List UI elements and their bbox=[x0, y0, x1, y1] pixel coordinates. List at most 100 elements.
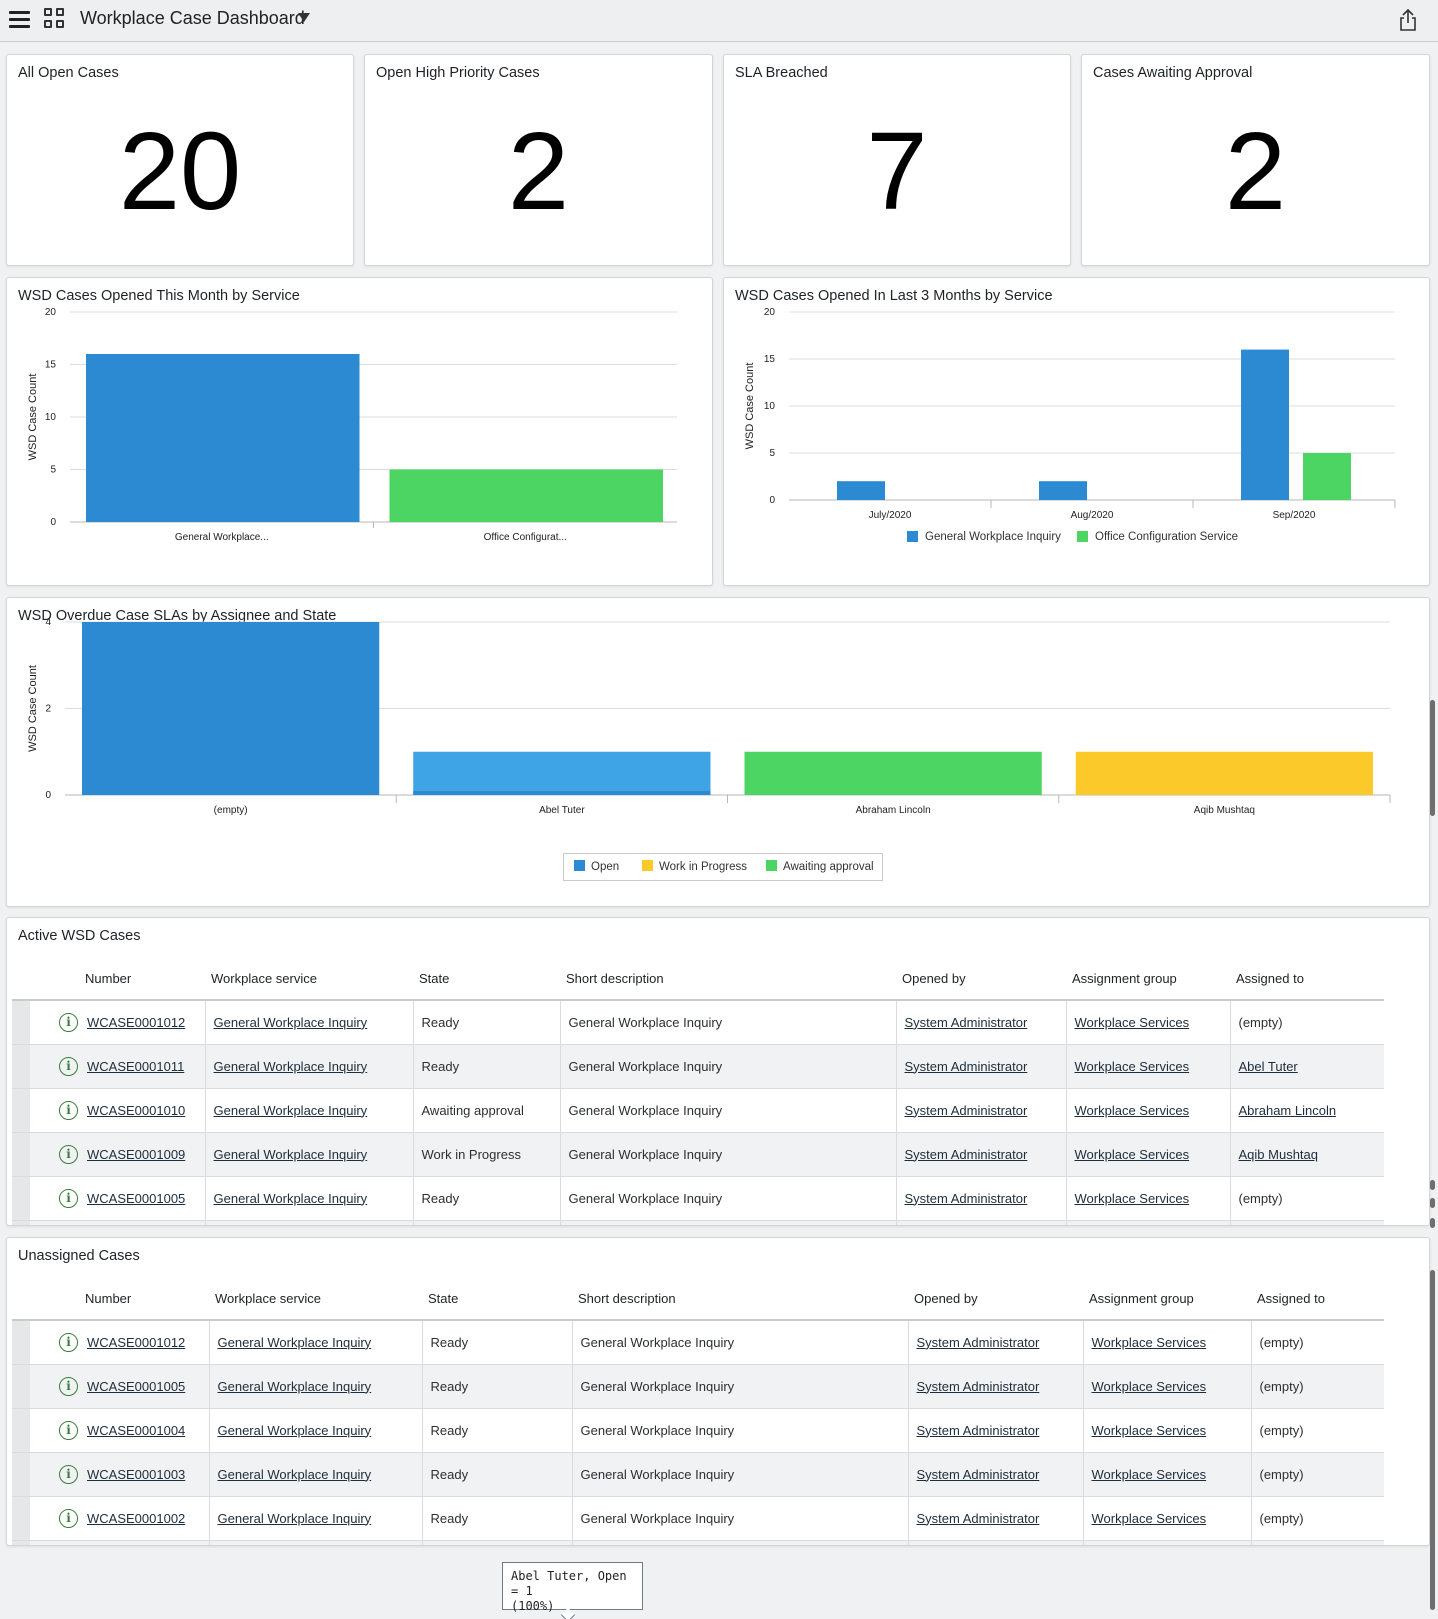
column-header-assignment-group[interactable]: Assignment group bbox=[1066, 958, 1230, 1001]
column-header-short-description[interactable]: Short description bbox=[560, 958, 896, 1001]
table-row[interactable]: iWCASE0001001General Workplace InquiryRe… bbox=[12, 1540, 1384, 1545]
info-icon[interactable]: i bbox=[59, 1332, 78, 1352]
column-header-workplace-service[interactable]: Workplace service bbox=[209, 1278, 422, 1321]
workplace-service-link[interactable]: General Workplace Inquiry bbox=[213, 1102, 368, 1118]
assigned-to-link[interactable]: Abel Tuter bbox=[1238, 1058, 1298, 1074]
workplace-service-link[interactable]: General Workplace Inquiry bbox=[217, 1334, 372, 1350]
column-header-state[interactable]: State bbox=[422, 1278, 572, 1321]
info-icon[interactable]: i bbox=[59, 1188, 78, 1208]
number-link[interactable]: WCASE0001011 bbox=[87, 1058, 185, 1074]
column-header-state[interactable]: State bbox=[413, 958, 560, 1001]
bar[interactable] bbox=[1075, 751, 1373, 795]
number-link[interactable]: WCASE0001004 bbox=[87, 1422, 186, 1438]
assignment-group-link[interactable]: Workplace Services bbox=[1091, 1510, 1207, 1526]
info-icon[interactable]: i bbox=[59, 1464, 78, 1484]
number-link[interactable]: WCASE0001012 bbox=[87, 1014, 186, 1030]
assignment-group-link[interactable]: Workplace Services bbox=[1091, 1378, 1207, 1394]
column-header-opened-by[interactable]: Opened by bbox=[908, 1278, 1083, 1321]
assignment-group-link[interactable]: Workplace Services bbox=[1074, 1058, 1190, 1074]
info-icon[interactable]: i bbox=[59, 1056, 78, 1076]
workplace-service-link[interactable]: General Workplace Inquiry bbox=[217, 1510, 372, 1526]
opened-by-link[interactable]: System Administrator bbox=[904, 1058, 1028, 1074]
legend-swatch[interactable] bbox=[1077, 531, 1088, 542]
score-card-all-open-cases[interactable]: All Open Cases 20 bbox=[6, 54, 354, 266]
assigned-to-link[interactable]: Abraham Lincoln bbox=[1238, 1102, 1337, 1118]
bar[interactable] bbox=[744, 751, 1042, 795]
number-link[interactable]: WCASE0001005 bbox=[87, 1190, 186, 1206]
bar[interactable] bbox=[837, 481, 885, 500]
opened-by-link[interactable]: System Administrator bbox=[904, 1146, 1028, 1162]
assignment-group-link[interactable]: Workplace Services bbox=[1074, 1102, 1190, 1118]
share-icon[interactable] bbox=[1398, 8, 1418, 32]
table-row[interactable]: i WCASE0001003 General Workplace Inquiry Re… bbox=[12, 1452, 1384, 1497]
column-header-short-description[interactable]: Short description bbox=[572, 1278, 908, 1321]
assigned-to-link[interactable]: Aqib Mushtaq bbox=[1238, 1146, 1319, 1162]
table-row[interactable]: i WCASE0001009 General Workplace Inquiry Wo… bbox=[12, 1132, 1384, 1177]
info-icon[interactable]: i bbox=[59, 1144, 78, 1164]
workplace-service-link[interactable]: General Workplace Inquiry bbox=[217, 1378, 372, 1394]
list-scrollbar[interactable] bbox=[1430, 1180, 1435, 1190]
score-card-sla-breached[interactable]: SLA Breached 7 bbox=[723, 54, 1071, 266]
info-icon[interactable]: i bbox=[59, 1420, 78, 1440]
info-icon[interactable]: i bbox=[59, 1376, 78, 1396]
workplace-service-link[interactable]: General Workplace Inquiry bbox=[213, 1146, 368, 1162]
workplace-service-link[interactable]: General Workplace Inquiry bbox=[213, 1190, 368, 1206]
bar[interactable] bbox=[389, 469, 664, 523]
assignment-group-link[interactable]: Workplace Services bbox=[1091, 1422, 1207, 1438]
column-header-assigned-to[interactable]: Assigned to bbox=[1230, 958, 1384, 1001]
workplace-service-link[interactable]: General Workplace Inquiry bbox=[213, 1058, 368, 1074]
table-row[interactable]: i WCASE0001012 General Workplace Inquiry Re… bbox=[12, 1000, 1384, 1045]
table-row[interactable]: i WCASE0001010 General Workplace Inquiry Aw… bbox=[12, 1088, 1384, 1133]
hamburger-menu-icon[interactable] bbox=[9, 9, 31, 29]
assignment-group-link[interactable]: Workplace Services bbox=[1074, 1190, 1190, 1206]
opened-by-link[interactable]: System Administrator bbox=[916, 1378, 1040, 1394]
column-header-opened-by[interactable]: Opened by bbox=[896, 958, 1066, 1001]
score-value[interactable]: 2 bbox=[507, 110, 570, 233]
column-header-assignment-group[interactable]: Assignment group bbox=[1083, 1278, 1251, 1321]
bar[interactable] bbox=[1303, 453, 1351, 500]
column-header-number[interactable]: Number bbox=[79, 958, 205, 1001]
workplace-service-link[interactable]: General Workplace Inquiry bbox=[217, 1422, 372, 1438]
column-header-workplace-service[interactable]: Workplace service bbox=[205, 958, 413, 1001]
score-card-awaiting-approval[interactable]: Cases Awaiting Approval 2 bbox=[1081, 54, 1430, 266]
legend-item-awaiting-approval[interactable]: Awaiting approval bbox=[766, 860, 874, 873]
legend-item-work-in-progress[interactable]: Work in Progress bbox=[642, 860, 747, 873]
assignment-group-link[interactable]: Workplace Services bbox=[1091, 1466, 1207, 1482]
bar[interactable] bbox=[1039, 481, 1087, 500]
info-icon[interactable]: i bbox=[59, 1508, 78, 1528]
opened-by-link[interactable]: System Administrator bbox=[904, 1102, 1028, 1118]
score-value[interactable]: 7 bbox=[866, 110, 928, 233]
opened-by-link[interactable]: System Administrator bbox=[916, 1334, 1040, 1350]
column-header-number[interactable]: Number bbox=[79, 1278, 209, 1321]
assignment-group-link[interactable]: Workplace Services bbox=[1074, 1014, 1190, 1030]
table-row[interactable]: i WCASE0001012 General Workplace Inquiry Re… bbox=[12, 1320, 1384, 1365]
score-card-high-priority[interactable]: Open High Priority Cases 2 bbox=[364, 54, 713, 266]
legend-swatch[interactable] bbox=[907, 531, 918, 542]
opened-by-link[interactable]: System Administrator bbox=[904, 1014, 1028, 1030]
table-row[interactable]: i WCASE0001005 General Workplace Inquiry Re… bbox=[12, 1176, 1384, 1221]
bar[interactable] bbox=[413, 751, 711, 795]
list-scrollbar[interactable] bbox=[1430, 1198, 1435, 1208]
table-row[interactable]: i WCASE0001011 General Workplace Inquiry Re… bbox=[12, 1044, 1384, 1089]
opened-by-link[interactable]: System Administrator bbox=[916, 1510, 1040, 1526]
number-link[interactable]: WCASE0001003 bbox=[87, 1466, 186, 1482]
opened-by-link[interactable]: System Administrator bbox=[916, 1466, 1040, 1482]
bar[interactable] bbox=[82, 622, 380, 795]
assignment-group-link[interactable]: Workplace Services bbox=[1074, 1146, 1190, 1162]
number-link[interactable]: WCASE0001002 bbox=[87, 1510, 186, 1526]
bar[interactable] bbox=[1241, 349, 1289, 500]
number-link[interactable]: WCASE0001009 bbox=[87, 1146, 186, 1162]
legend-item-open[interactable]: Open bbox=[574, 860, 619, 873]
workplace-service-link[interactable]: General Workplace Inquiry bbox=[217, 1466, 372, 1482]
number-link[interactable]: WCASE0001005 bbox=[87, 1378, 186, 1394]
list-scrollbar[interactable] bbox=[1430, 1270, 1435, 1610]
info-icon[interactable]: i bbox=[59, 1012, 78, 1032]
opened-by-link[interactable]: System Administrator bbox=[904, 1190, 1028, 1206]
info-icon[interactable]: i bbox=[59, 1100, 78, 1120]
number-link[interactable]: WCASE0001012 bbox=[87, 1334, 186, 1350]
score-value[interactable]: 2 bbox=[1224, 110, 1287, 233]
dashboard-grid-icon[interactable] bbox=[44, 8, 66, 30]
table-row[interactable]: i WCASE0001002 General Workplace Inquiry Re… bbox=[12, 1496, 1384, 1541]
assignment-group-link[interactable]: Workplace Services bbox=[1091, 1334, 1207, 1350]
